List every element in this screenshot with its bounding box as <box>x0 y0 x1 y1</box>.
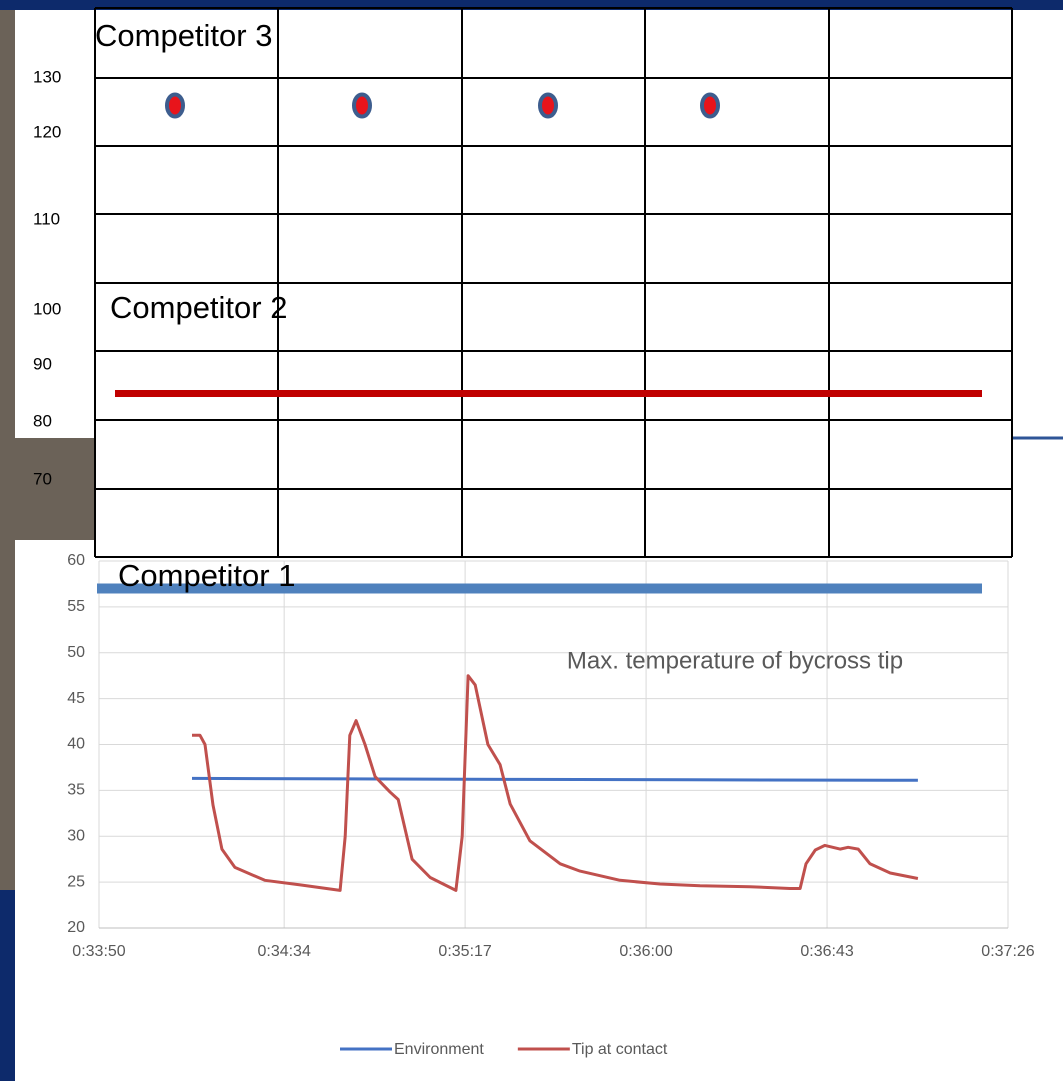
y-tick-label: 60 <box>67 552 85 569</box>
competitor-3-dot <box>167 95 183 117</box>
upper-tick-label: 120 <box>33 122 61 141</box>
chart-panel-left <box>15 540 95 1081</box>
chart-title: Max. temperature of bycross tip <box>567 647 903 674</box>
upper-tick-label: 70 <box>33 469 52 488</box>
competitor-label: Competitor 3 <box>95 18 272 53</box>
x-tick-label: 0:36:00 <box>619 943 672 960</box>
y-tick-label: 40 <box>67 736 85 753</box>
competitor-3-dot <box>540 95 556 117</box>
page: Max. temperature of bycross tip 20 25 30 35… <box>0 0 1063 1081</box>
x-tick-label: 0:34:34 <box>257 943 310 960</box>
y-tick-label: 35 <box>67 782 85 799</box>
upper-panel <box>15 10 1063 438</box>
x-tick-label: 0:37:26 <box>981 943 1034 960</box>
series-line <box>192 778 918 780</box>
upper-tick-label: 130 <box>33 67 61 86</box>
legend-label: Environment <box>394 1041 484 1058</box>
y-tick-label: 55 <box>67 598 85 615</box>
y-tick-label: 20 <box>67 919 85 936</box>
legend-label: Tip at contact <box>572 1041 668 1058</box>
chart-panel <box>95 438 1063 1081</box>
competitor-label: Competitor 2 <box>110 290 287 325</box>
y-tick-label: 30 <box>67 827 85 844</box>
competitor-3-dot <box>354 95 370 117</box>
y-tick-label: 25 <box>67 873 85 890</box>
y-tick-label: 50 <box>67 644 85 661</box>
competitor-label: Competitor 1 <box>118 558 295 593</box>
upper-tick-label: 80 <box>33 411 52 430</box>
upper-tick-label: 110 <box>33 209 60 228</box>
x-tick-label: 0:35:17 <box>438 943 491 960</box>
x-tick-label: 0:33:50 <box>72 943 125 960</box>
competitor-3-dot <box>702 95 718 117</box>
y-tick-label: 45 <box>67 690 85 707</box>
upper-tick-label: 90 <box>33 354 52 373</box>
slide: Max. temperature of bycross tip 20 25 30 35… <box>0 0 1063 1081</box>
upper-tick-label: 100 <box>33 299 61 318</box>
x-tick-label: 0:36:43 <box>800 943 853 960</box>
